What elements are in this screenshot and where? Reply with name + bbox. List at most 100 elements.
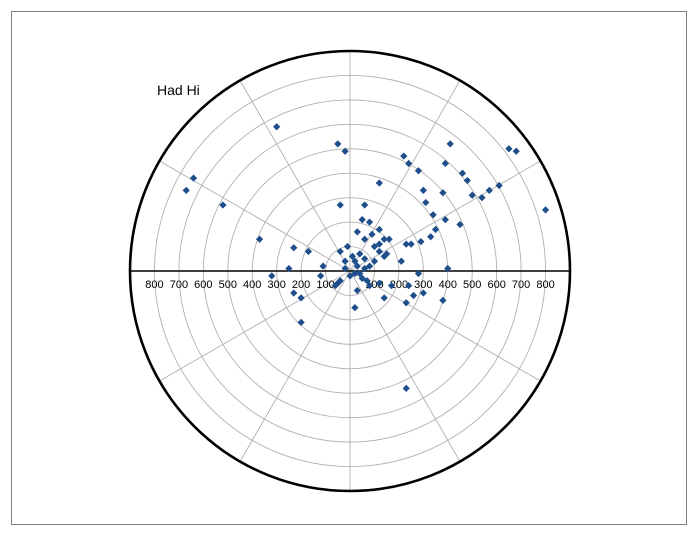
data-point — [512, 147, 520, 155]
data-point — [189, 174, 198, 182]
data-point — [375, 240, 383, 248]
data-point — [304, 247, 313, 256]
data-point — [356, 269, 364, 278]
data-point — [419, 289, 427, 297]
data-point — [505, 145, 513, 153]
data-point — [365, 218, 374, 226]
data-point — [317, 272, 325, 280]
data-point — [485, 186, 493, 194]
data-point — [361, 264, 369, 273]
data-point — [375, 247, 383, 256]
data-point — [334, 140, 342, 148]
data-point — [363, 277, 371, 285]
data-point — [439, 189, 447, 197]
data-point — [353, 262, 361, 270]
data-point — [361, 201, 369, 209]
data-point — [370, 242, 379, 251]
data-point — [478, 194, 486, 202]
data-point — [422, 198, 430, 207]
data-point — [346, 272, 354, 280]
data-point — [429, 211, 437, 219]
data-point — [341, 147, 349, 155]
data-point — [439, 296, 447, 304]
data-point — [353, 228, 361, 236]
chart-frame: 800 700 600 500 400 300 200 100 100 200 300 400 500 6… — [11, 11, 687, 525]
data-point — [268, 272, 276, 280]
data-point — [495, 181, 503, 190]
data-point — [409, 291, 418, 300]
tick-label-left: 200 — [292, 279, 310, 291]
data-point — [368, 230, 376, 238]
polar-chart: 800 700 600 500 400 300 200 100 100 200 300 400 500 6… — [128, 49, 572, 493]
data-point — [356, 250, 364, 258]
tick-label-right: 200 — [390, 279, 408, 291]
tick-label-left: 800 — [145, 279, 163, 291]
data-point — [446, 140, 454, 148]
data-point — [297, 294, 305, 302]
scatter-points — [182, 123, 550, 392]
data-point — [297, 318, 305, 326]
data-point — [375, 225, 383, 234]
data-point — [361, 255, 369, 263]
grid-spoke — [349, 270, 461, 462]
data-point — [402, 240, 410, 248]
data-point — [405, 282, 413, 290]
data-point — [341, 257, 349, 265]
data-point — [405, 159, 413, 168]
data-point — [319, 262, 327, 270]
data-point — [348, 252, 357, 260]
data-point — [343, 242, 352, 251]
data-point — [375, 279, 383, 287]
data-point — [351, 257, 359, 265]
data-point — [417, 238, 425, 246]
data-point — [419, 186, 427, 194]
data-point — [370, 257, 379, 265]
data-point — [444, 264, 452, 273]
data-point — [441, 159, 449, 168]
data-point — [456, 220, 464, 229]
grid-spoke — [349, 80, 461, 272]
data-point — [463, 176, 471, 185]
radial-axis: 800 700 600 500 400 300 200 100 100 200 300 400 500 6… — [128, 49, 572, 493]
data-point — [273, 123, 281, 131]
data-point — [441, 216, 449, 224]
data-point — [290, 244, 298, 252]
data-point — [385, 235, 393, 243]
data-point — [255, 235, 264, 243]
data-point — [365, 282, 374, 290]
tick-label-left: 700 — [170, 279, 188, 291]
data-point — [336, 201, 344, 209]
data-point — [414, 167, 423, 175]
data-point — [358, 274, 366, 282]
grid-spoke — [159, 270, 351, 382]
grid-spoke — [349, 270, 541, 382]
data-point — [397, 257, 405, 265]
data-point — [468, 191, 476, 199]
tick-label-left: 300 — [267, 279, 285, 291]
data-point — [182, 186, 190, 194]
data-point — [402, 384, 410, 392]
data-point — [341, 264, 349, 273]
data-point — [351, 269, 359, 278]
data-point — [400, 152, 408, 160]
data-point — [383, 250, 391, 258]
tick-label-right: 400 — [439, 279, 457, 291]
tick-label-right: 300 — [414, 279, 432, 291]
data-point — [334, 279, 342, 287]
data-point — [431, 225, 440, 234]
tick-label-left: 100 — [316, 279, 334, 291]
data-point — [387, 282, 396, 290]
grid-spoke — [349, 160, 541, 272]
tick-label-left: 500 — [219, 279, 237, 291]
data-point — [361, 235, 369, 243]
tick-label-right: 500 — [463, 279, 481, 291]
grid-spoke — [239, 270, 351, 462]
tick-label-right: 600 — [487, 279, 505, 291]
data-point — [402, 299, 410, 307]
data-point — [219, 201, 227, 209]
data-point — [380, 294, 388, 302]
data-point — [290, 289, 298, 297]
data-point — [375, 179, 383, 187]
grid-spoke — [239, 80, 351, 272]
data-point — [365, 262, 374, 270]
